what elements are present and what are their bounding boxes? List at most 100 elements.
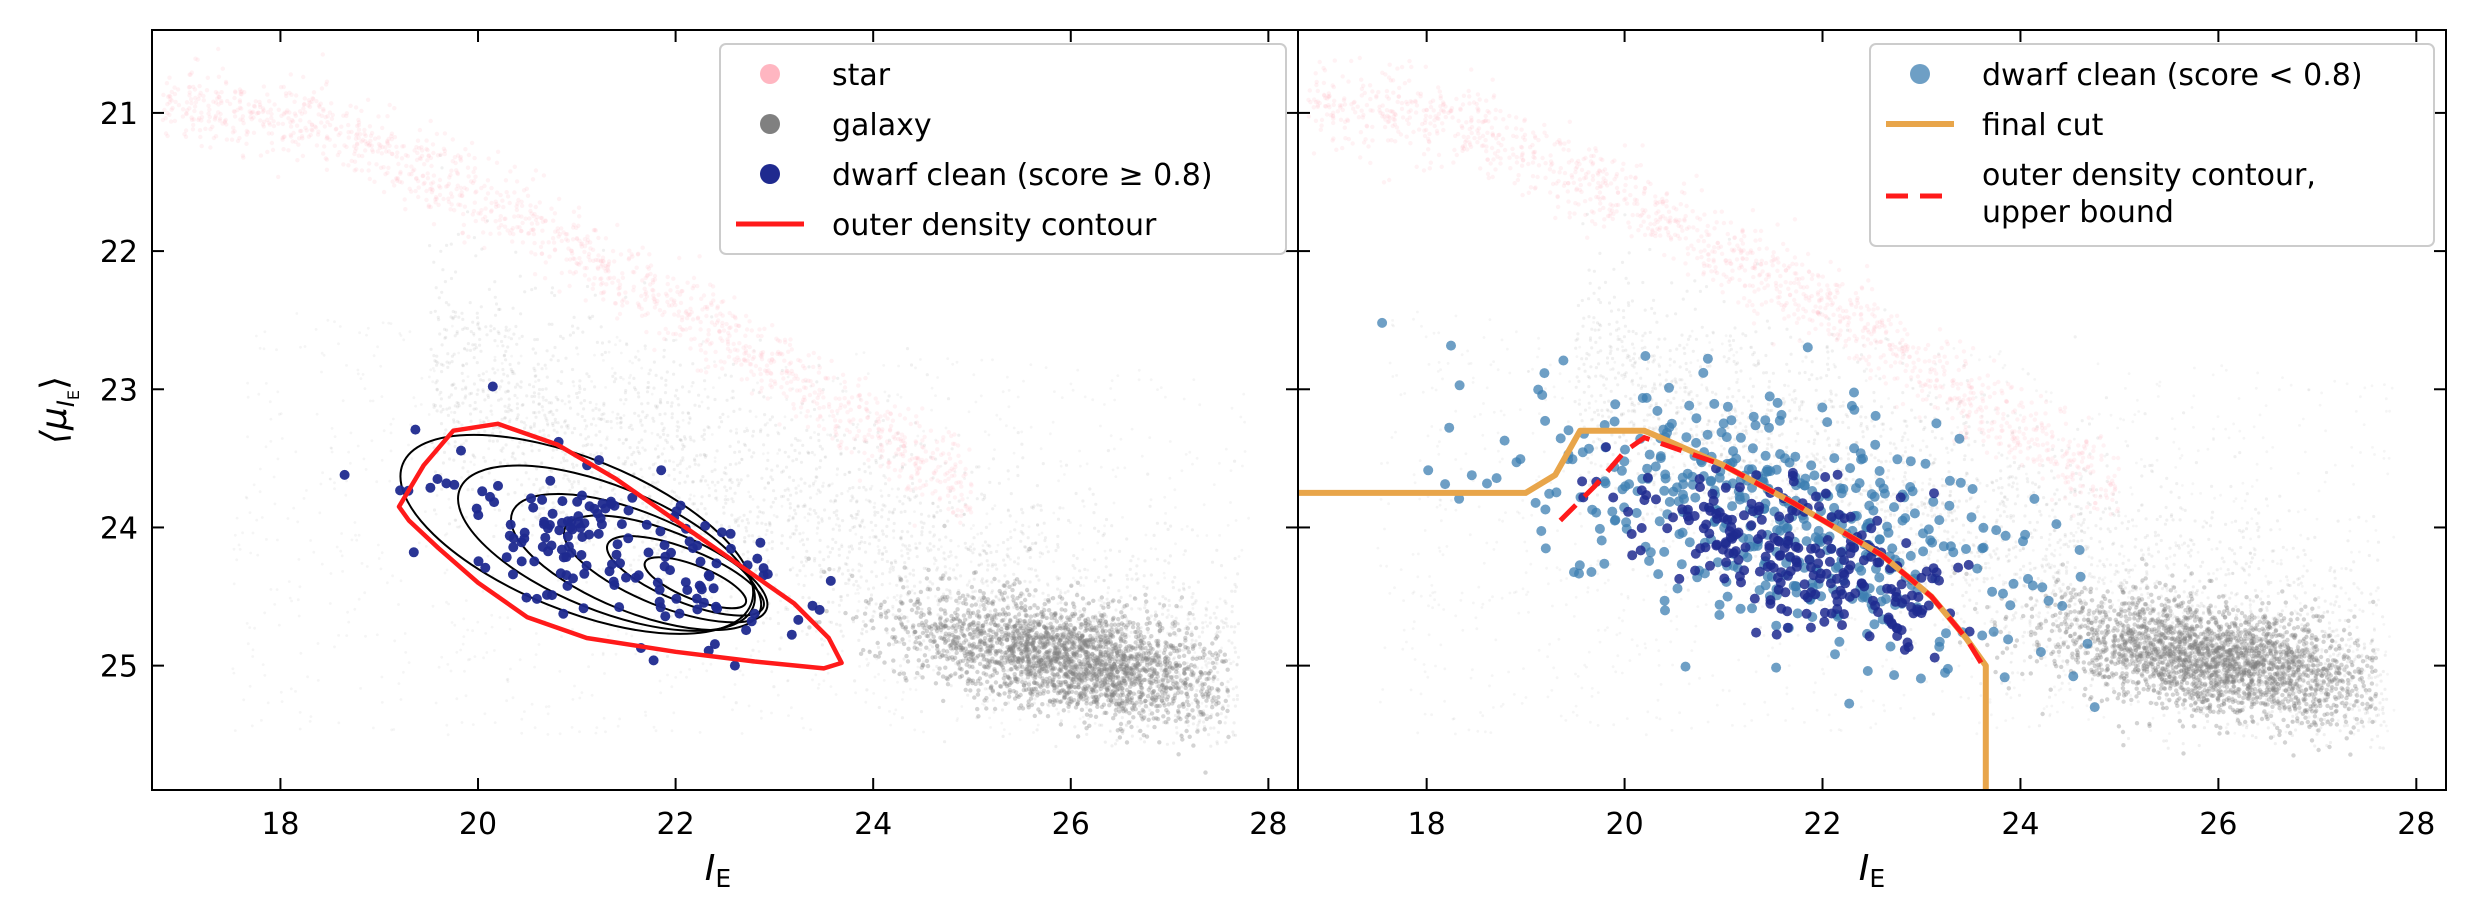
galaxy-point (745, 517, 749, 522)
galaxy-point (1002, 680, 1007, 685)
galaxy-point (1128, 684, 1133, 689)
galaxy-point (975, 630, 980, 635)
galaxy-point (710, 433, 714, 436)
galaxy-point (961, 640, 967, 645)
galaxy-point (1088, 708, 1093, 713)
galaxy-point (503, 353, 507, 357)
galaxy-point (465, 362, 469, 366)
galaxy-point (1181, 653, 1187, 658)
galaxy-point (1150, 692, 1156, 697)
galaxy-point (1136, 689, 1142, 695)
galaxy-point (700, 434, 704, 438)
galaxy-point (974, 627, 980, 632)
galaxy-point (734, 431, 739, 435)
galaxy-point (1120, 614, 1125, 620)
galaxy-point (1174, 616, 1178, 620)
galaxy-point (588, 316, 592, 321)
galaxy-point (681, 411, 685, 415)
galaxy-point (856, 509, 861, 513)
galaxy-point (1130, 645, 1136, 650)
galaxy-point (481, 372, 485, 376)
galaxy-point (641, 501, 645, 505)
galaxy-point (1095, 639, 1099, 644)
galaxy-point (731, 500, 735, 504)
galaxy-point (1000, 612, 1006, 617)
galaxy-point (1155, 674, 1160, 679)
galaxy-point (1067, 701, 1072, 706)
galaxy-point (853, 525, 857, 529)
galaxy-point (1171, 626, 1175, 631)
galaxy-point (619, 351, 623, 355)
galaxy-point (1084, 655, 1090, 660)
galaxy-point (549, 469, 554, 473)
galaxy-point (436, 361, 440, 365)
galaxy-point (547, 322, 551, 326)
galaxy-point (992, 667, 997, 672)
galaxy-point (550, 291, 554, 295)
galaxy-point (891, 658, 896, 663)
galaxy-point (1084, 726, 1089, 731)
galaxy-point (1006, 596, 1010, 600)
galaxy-point (910, 534, 914, 538)
galaxy-point (439, 249, 443, 253)
galaxy-point (501, 367, 505, 372)
galaxy-point (1146, 717, 1151, 722)
galaxy-point (820, 447, 824, 451)
galaxy-point (970, 680, 975, 686)
galaxy-point (950, 447, 954, 451)
galaxy-point (990, 591, 994, 595)
galaxy-point (257, 392, 261, 396)
galaxy-point (974, 400, 978, 404)
galaxy-point (988, 621, 994, 626)
galaxy-point (978, 629, 984, 634)
galaxy-point (1208, 616, 1212, 620)
galaxy-point (765, 467, 769, 471)
galaxy-point (1013, 639, 1018, 644)
galaxy-point (1084, 602, 1089, 606)
galaxy-point (676, 397, 680, 401)
galaxy-point (765, 548, 769, 552)
galaxy-point (1067, 669, 1073, 674)
galaxy-point (1204, 677, 1209, 682)
galaxy-point (1033, 588, 1038, 593)
galaxy-point (812, 407, 817, 412)
galaxy-point (1078, 694, 1084, 700)
galaxy-point (1176, 605, 1180, 609)
galaxy-point (720, 420, 724, 424)
galaxy-point (830, 547, 835, 551)
galaxy-point (1196, 534, 1199, 538)
galaxy-point (501, 446, 505, 450)
galaxy-point (844, 581, 848, 586)
galaxy-point (918, 589, 924, 595)
galaxy-point (754, 568, 759, 572)
galaxy-point (1193, 697, 1198, 703)
galaxy-point (862, 485, 866, 489)
galaxy-point (967, 643, 972, 649)
galaxy-point (730, 497, 734, 501)
galaxy-point (624, 438, 628, 442)
galaxy-point (783, 488, 787, 492)
galaxy-point (1104, 650, 1108, 655)
galaxy-point (1164, 641, 1169, 646)
galaxy-point (1104, 679, 1110, 685)
galaxy-point (978, 553, 982, 557)
galaxy-point (1035, 621, 1041, 626)
galaxy-point (1003, 563, 1007, 567)
galaxy-point (957, 433, 961, 437)
galaxy-point (1045, 669, 1050, 674)
galaxy-point (1035, 613, 1039, 617)
galaxy-point (878, 605, 883, 610)
galaxy-point (926, 596, 930, 600)
galaxy-point (1147, 648, 1151, 653)
galaxy-point (1078, 583, 1083, 587)
galaxy-point (1076, 681, 1081, 686)
galaxy-point (1084, 673, 1089, 679)
galaxy-point (1139, 654, 1144, 659)
galaxy-point (975, 626, 981, 631)
galaxy-point (577, 384, 582, 388)
galaxy-point (944, 598, 949, 603)
galaxy-point (953, 673, 957, 677)
galaxy-point (1193, 625, 1199, 631)
galaxy-point (1021, 523, 1025, 528)
